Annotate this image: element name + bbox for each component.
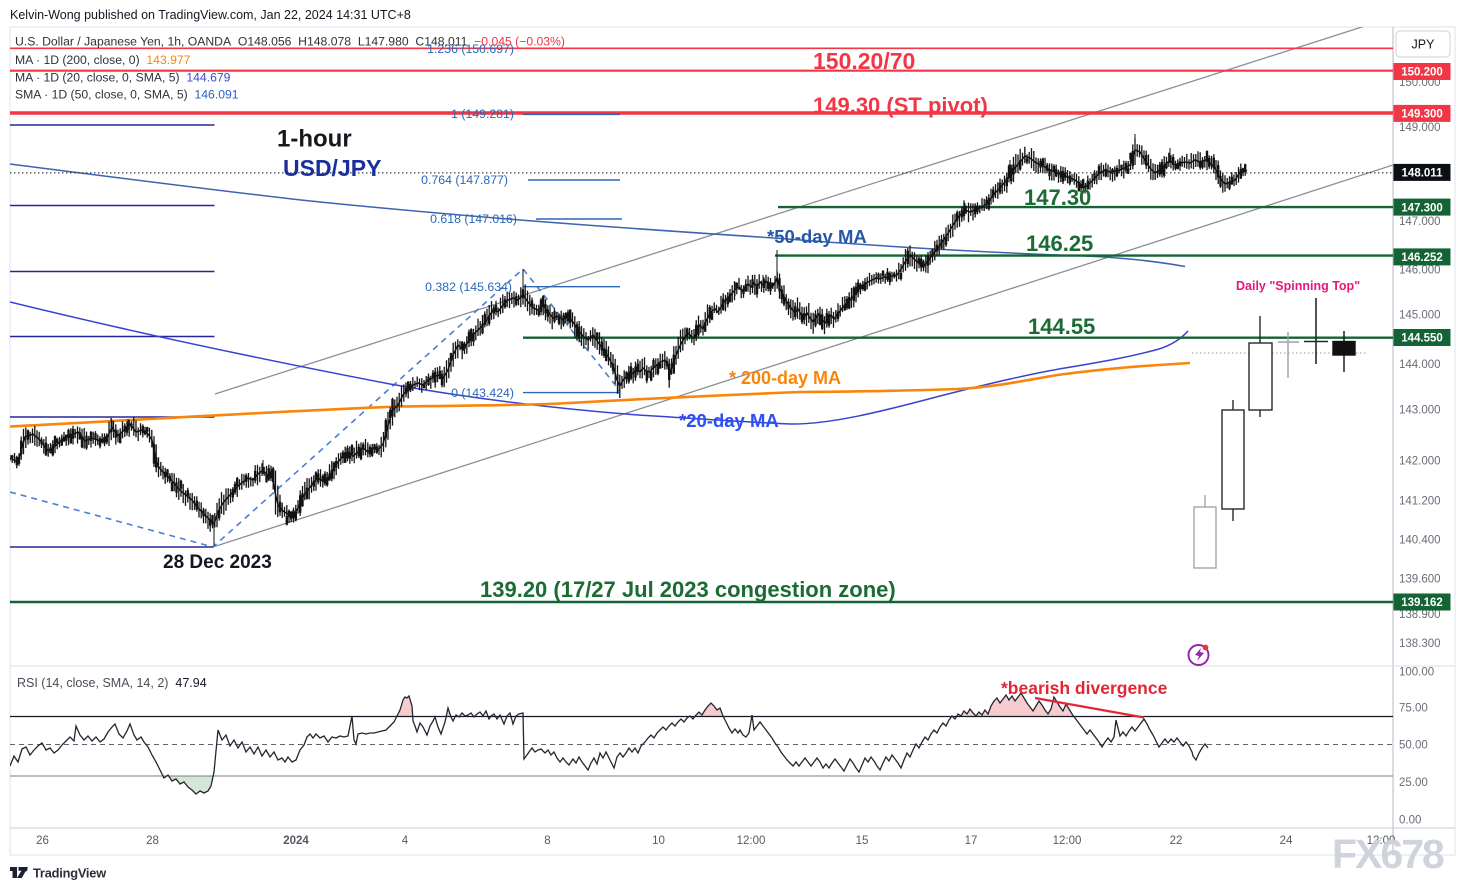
svg-text:150.200: 150.200	[1401, 67, 1443, 79]
svg-text:138.300: 138.300	[1399, 638, 1441, 650]
svg-text:26: 26	[36, 835, 49, 847]
svg-text:2024: 2024	[283, 835, 309, 847]
svg-text:145.000: 145.000	[1399, 310, 1441, 322]
svg-text:144.000: 144.000	[1399, 359, 1441, 371]
svg-text:146.25: 146.25	[1026, 231, 1093, 256]
svg-text:0.618 (147.016): 0.618 (147.016)	[430, 212, 517, 226]
svg-text:139.600: 139.600	[1399, 573, 1441, 585]
svg-text:146.000: 146.000	[1399, 264, 1441, 276]
svg-text:*50-day MA: *50-day MA	[767, 226, 867, 247]
svg-text:12:00: 12:00	[737, 835, 766, 847]
svg-text:1.236 (150.697): 1.236 (150.697)	[427, 42, 514, 56]
svg-text:149.000: 149.000	[1399, 122, 1441, 134]
svg-text:144.550: 144.550	[1401, 333, 1443, 345]
svg-text:1-hour: 1-hour	[277, 126, 352, 153]
svg-text:Daily "Spinning Top": Daily "Spinning Top"	[1236, 279, 1360, 293]
svg-text:Kelvin-Wong published on Tradi: Kelvin-Wong published on TradingView.com…	[10, 8, 411, 22]
svg-text:147.300: 147.300	[1401, 202, 1443, 214]
svg-text:147.30: 147.30	[1024, 185, 1091, 210]
svg-text:146.252: 146.252	[1401, 252, 1443, 264]
svg-text:*20-day MA: *20-day MA	[679, 410, 779, 431]
svg-text:TradingView: TradingView	[33, 866, 106, 881]
svg-text:149.300: 149.300	[1401, 109, 1443, 121]
svg-text:144.55: 144.55	[1028, 314, 1095, 339]
svg-text:25.00: 25.00	[1399, 777, 1428, 789]
svg-text:141.200: 141.200	[1399, 496, 1441, 508]
svg-text:12:00: 12:00	[1367, 835, 1396, 847]
svg-text:U.S. Dollar / Japanese Yen, 1h: U.S. Dollar / Japanese Yen, 1h, OANDA O1…	[15, 35, 565, 49]
svg-text:142.000: 142.000	[1399, 456, 1441, 468]
svg-text:100.00: 100.00	[1399, 667, 1434, 679]
svg-text:*bearish divergence: *bearish divergence	[1001, 678, 1168, 698]
svg-text:75.00: 75.00	[1399, 703, 1428, 715]
svg-text:15: 15	[856, 835, 869, 847]
svg-text:150.20/70: 150.20/70	[813, 48, 915, 74]
svg-text:149.30 (ST pivot): 149.30 (ST pivot)	[813, 93, 988, 118]
svg-text:148.011: 148.011	[1402, 168, 1444, 180]
svg-text:139.162: 139.162	[1401, 597, 1443, 609]
svg-text:17: 17	[965, 835, 978, 847]
svg-text:147.000: 147.000	[1399, 216, 1441, 228]
svg-text:28: 28	[146, 835, 159, 847]
svg-text:RSI (14, close, SMA, 14, 2) 4: RSI (14, close, SMA, 14, 2) 47.94	[17, 676, 207, 690]
svg-text:0 (143.424): 0 (143.424)	[451, 386, 514, 400]
svg-text:0.382 (145.634): 0.382 (145.634)	[425, 280, 512, 294]
svg-text:0.00: 0.00	[1399, 815, 1421, 827]
svg-text:1 (149.281): 1 (149.281)	[451, 107, 514, 121]
svg-text:12:00: 12:00	[1053, 835, 1082, 847]
svg-text:22: 22	[1170, 835, 1183, 847]
svg-text:10: 10	[652, 835, 665, 847]
svg-text:139.20 (17/27 Jul 2023 congest: 139.20 (17/27 Jul 2023 congestion zone)	[480, 577, 896, 602]
svg-text:MA · 1D (20, close, 0, SMA, 5): MA · 1D (20, close, 0, SMA, 5) 144.679	[15, 71, 231, 85]
svg-text:50.00: 50.00	[1399, 740, 1428, 752]
svg-text:JPY: JPY	[1412, 38, 1436, 52]
svg-text:0.764 (147.877): 0.764 (147.877)	[421, 173, 508, 187]
svg-text:28 Dec 2023: 28 Dec 2023	[163, 552, 272, 573]
svg-text:FX678: FX678	[1332, 831, 1444, 877]
svg-text:USD/JPY: USD/JPY	[283, 155, 381, 181]
svg-text:4: 4	[402, 835, 409, 847]
svg-text:138.900: 138.900	[1399, 609, 1441, 621]
svg-text:8: 8	[544, 835, 550, 847]
svg-text:MA · 1D (200, close, 0) 143.9: MA · 1D (200, close, 0) 143.977	[15, 53, 191, 67]
svg-text:* 200-day MA: * 200-day MA	[729, 368, 841, 388]
svg-text:140.400: 140.400	[1399, 535, 1441, 547]
svg-text:24: 24	[1280, 835, 1293, 847]
svg-text:SMA · 1D (50, close, 0, SMA, 5: SMA · 1D (50, close, 0, SMA, 5) 146.091	[15, 88, 239, 102]
svg-text:143.000: 143.000	[1399, 405, 1441, 417]
